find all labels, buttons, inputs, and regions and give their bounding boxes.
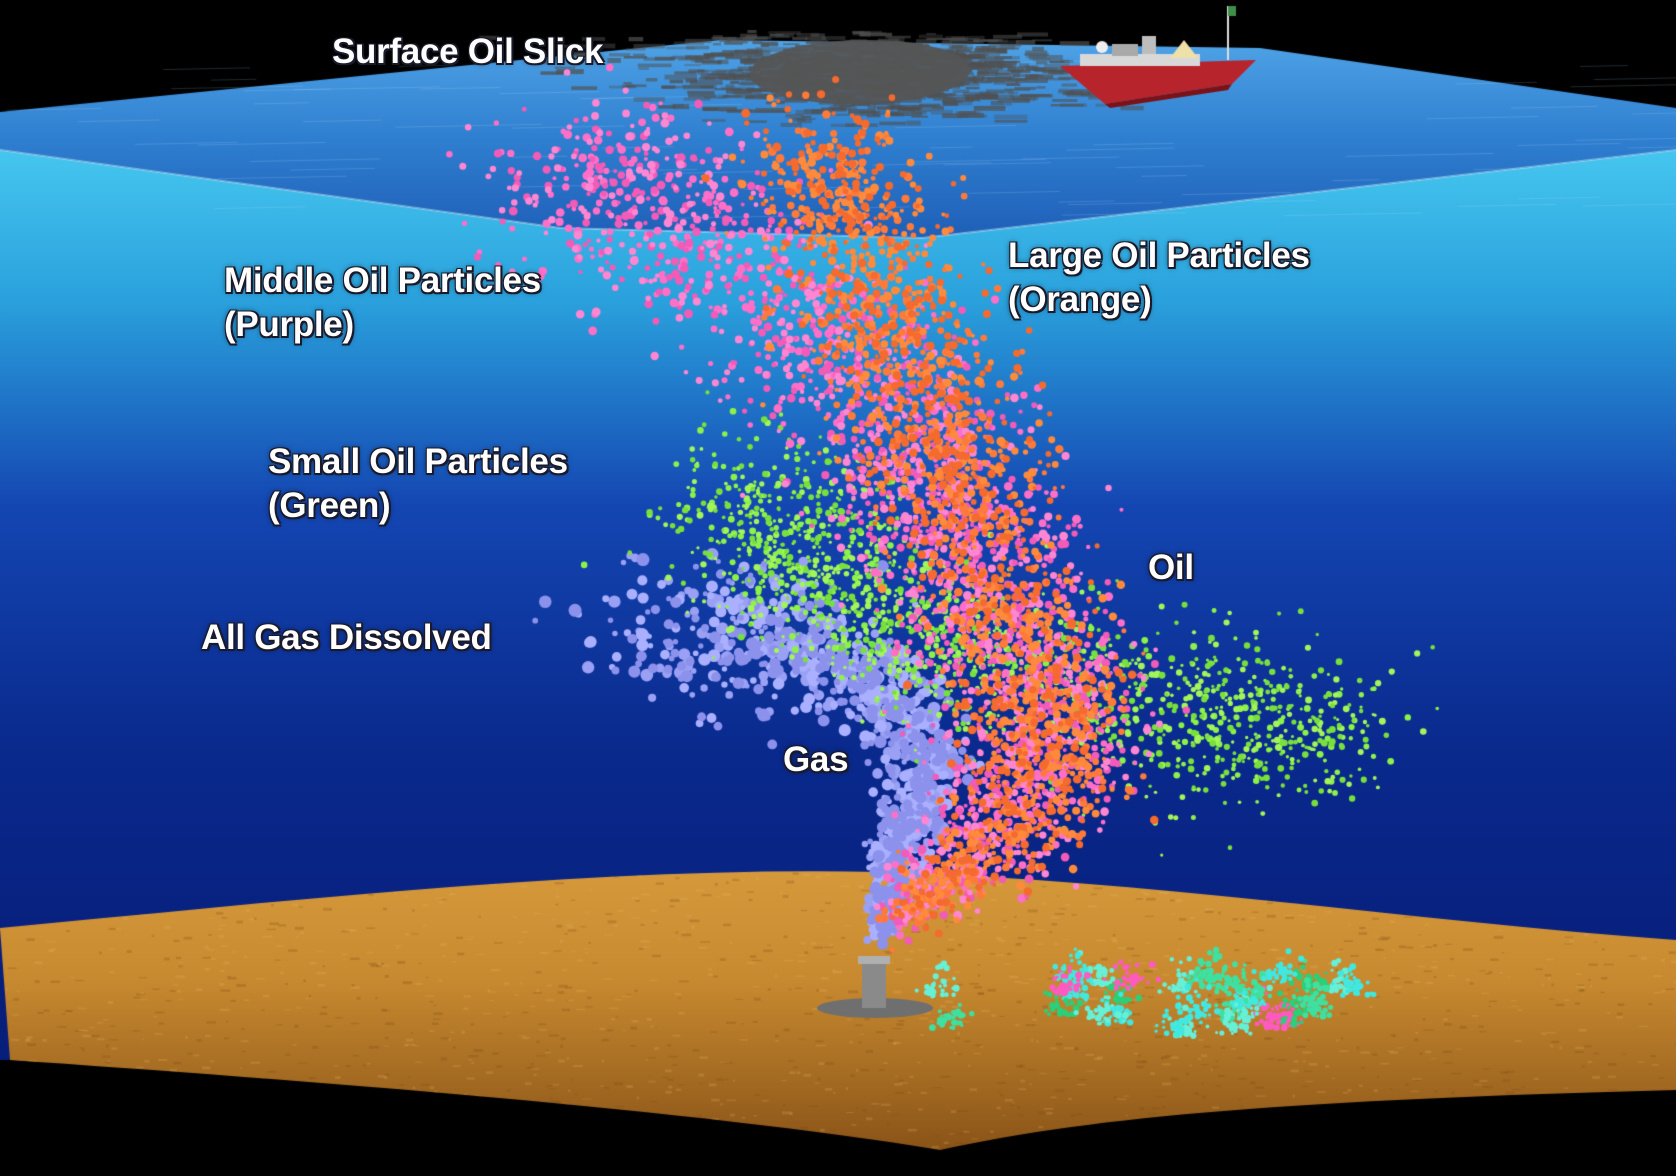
large-oil-particles-color-text: (Orange)	[1008, 280, 1152, 319]
label-oil: Oil	[1148, 546, 1194, 590]
middle-oil-particles-color-text: (Purple)	[224, 305, 354, 344]
label-gas: Gas	[783, 738, 849, 782]
oil-text: Oil	[1148, 548, 1194, 587]
label-middle-oil-particles: Middle Oil Particles (Purple)	[224, 259, 541, 347]
surface-oil-slick-text: Surface Oil Slick	[332, 32, 604, 71]
small-oil-particles-text: Small Oil Particles	[268, 442, 568, 481]
label-large-oil-particles: Large Oil Particles (Orange)	[1008, 234, 1310, 322]
small-oil-particles-color-text: (Green)	[268, 486, 391, 525]
label-surface-oil-slick: Surface Oil Slick	[332, 30, 603, 74]
gas-text: Gas	[783, 740, 849, 779]
large-oil-particles-text: Large Oil Particles	[1008, 236, 1310, 275]
all-gas-dissolved-text: All Gas Dissolved	[201, 618, 492, 657]
label-all-gas-dissolved: All Gas Dissolved	[201, 616, 492, 660]
label-small-oil-particles: Small Oil Particles (Green)	[268, 440, 568, 528]
middle-oil-particles-text: Middle Oil Particles	[224, 261, 541, 300]
